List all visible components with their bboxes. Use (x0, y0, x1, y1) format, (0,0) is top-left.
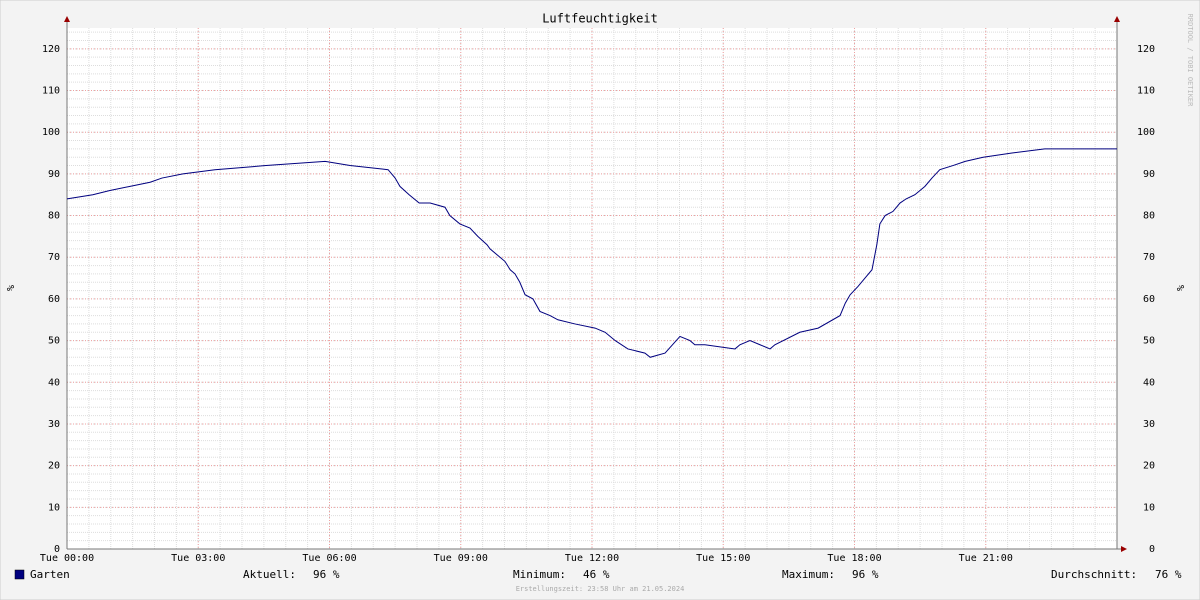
legend-label: Garten (30, 568, 70, 581)
axis-arrow (1114, 16, 1120, 22)
y2-tick-label: 30 (1143, 419, 1155, 430)
stat-value: 76 % (1155, 568, 1182, 581)
y2-tick-label: 40 (1143, 377, 1155, 388)
y-tick-label: 100 (42, 127, 60, 138)
x-tick-label: Tue 03:00 (171, 553, 225, 564)
y-tick-label: 30 (48, 419, 60, 430)
y-tick-label: 90 (48, 169, 60, 180)
y2-tick-label: 120 (1137, 44, 1155, 55)
x-tick-label: Tue 12:00 (565, 553, 619, 564)
axis-arrow (1121, 546, 1127, 552)
x-tick-label: Tue 18:00 (827, 553, 881, 564)
stat-value: 96 % (852, 568, 879, 581)
y-tick-label: 110 (42, 86, 60, 97)
y-tick-label: 50 (48, 336, 60, 347)
x-tick-label: Tue 00:00 (40, 553, 94, 564)
y2-tick-label: 60 (1143, 294, 1155, 305)
x-tick-label: Tue 15:00 (696, 553, 750, 564)
x-tick-label: Tue 21:00 (959, 553, 1013, 564)
y2-tick-label: 70 (1143, 252, 1155, 263)
footer: Erstellungszeit: 23:58 Uhr am 21.05.2024 (516, 585, 685, 593)
grid (66, 28, 1117, 550)
stat-label: Aktuell: (243, 568, 296, 581)
y2-tick-label: 50 (1143, 336, 1155, 347)
y2-tick-label: 0 (1149, 544, 1155, 555)
legend-swatch (14, 569, 25, 580)
y-tick-label: 60 (48, 294, 60, 305)
y2-tick-label: 20 (1143, 461, 1155, 472)
y-tick-label: 10 (48, 502, 60, 513)
watermark: RRDTOOL / TOBI OETIKER (1186, 14, 1194, 108)
y-axis-label: % (4, 285, 15, 291)
stat-value: 46 % (583, 568, 610, 581)
y2-tick-label: 80 (1143, 211, 1155, 222)
y-tick-label: 0 (54, 544, 60, 555)
y2-axis-label: % (1174, 285, 1185, 291)
stat-value: 96 % (313, 568, 340, 581)
y-tick-label: 70 (48, 252, 60, 263)
y-tick-label: 80 (48, 211, 60, 222)
data-line (66, 148, 1117, 358)
stat-label: Maximum: (782, 568, 835, 581)
stat-label: Minimum: (513, 568, 566, 581)
y2-tick-label: 10 (1143, 502, 1155, 513)
y-tick-label: 40 (48, 377, 60, 388)
y2-tick-label: 100 (1137, 127, 1155, 138)
x-tick-label: Tue 09:00 (434, 553, 488, 564)
axis-arrow (64, 16, 70, 22)
stat-label: Durchschnitt: (1051, 568, 1137, 581)
y-tick-label: 20 (48, 461, 60, 472)
y-tick-label: 120 (42, 44, 60, 55)
y2-tick-label: 110 (1137, 86, 1155, 97)
y2-tick-label: 90 (1143, 169, 1155, 180)
chart-title: Luftfeuchtigkeit (542, 12, 658, 26)
x-tick-label: Tue 06:00 (302, 553, 356, 564)
